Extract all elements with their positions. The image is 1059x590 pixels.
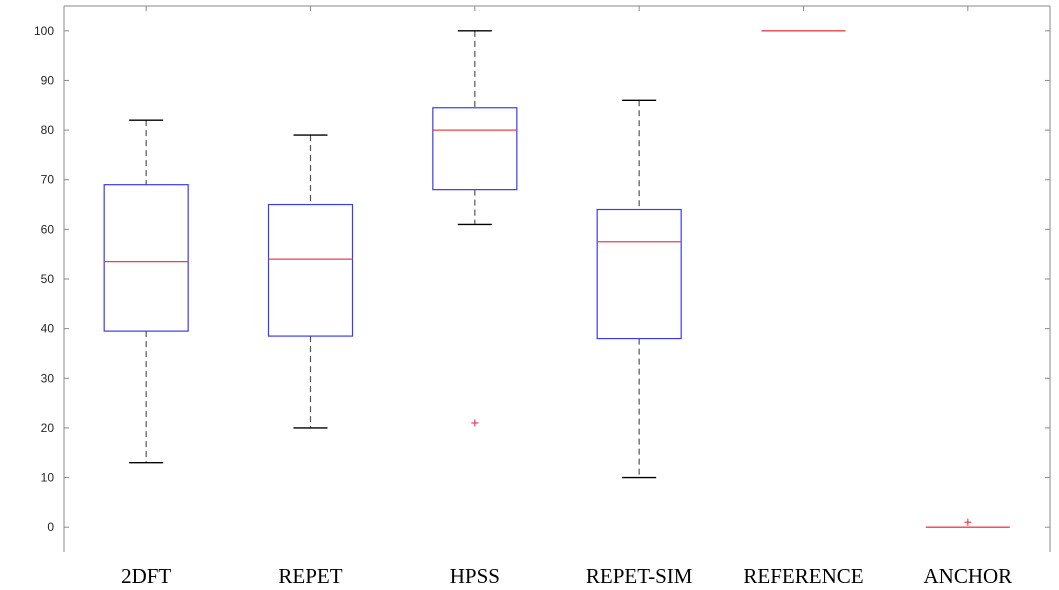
y-tick-label: 30 bbox=[41, 371, 55, 385]
y-tick-label: 10 bbox=[41, 471, 55, 485]
box-group bbox=[267, 134, 354, 429]
box-iqr bbox=[103, 184, 189, 332]
box-group bbox=[103, 119, 189, 464]
y-tick-label: 70 bbox=[41, 173, 55, 187]
y-tick-label: 50 bbox=[41, 272, 55, 286]
box-iqr bbox=[432, 107, 518, 191]
plot-frame bbox=[63, 5, 1051, 552]
y-tick-label: 60 bbox=[41, 222, 55, 236]
box-group bbox=[925, 518, 1010, 528]
box-group bbox=[596, 99, 682, 479]
box-group bbox=[432, 30, 518, 427]
y-axis: 0 10 20 30 40 50 60 70 80 90 100 bbox=[34, 24, 1050, 534]
x-tick-label: 2DFT bbox=[121, 564, 171, 588]
y-tick-label: 0 bbox=[47, 520, 54, 534]
y-tick-label: 40 bbox=[41, 322, 55, 336]
box-iqr bbox=[596, 208, 682, 340]
x-tick-label: ANCHOR bbox=[923, 564, 1012, 588]
x-axis-labels: 2DFT REPET HPSS REPET-SIM REFERENCE ANCHOR bbox=[121, 564, 1012, 588]
x-tick-label: REPET bbox=[278, 564, 342, 588]
boxes-layer bbox=[103, 30, 1010, 528]
y-tick-label: 90 bbox=[41, 73, 55, 87]
x-tick-label: REFERENCE bbox=[743, 564, 863, 588]
box-iqr bbox=[267, 203, 354, 337]
y-tick-label: 20 bbox=[41, 421, 55, 435]
x-tick-label: REPET-SIM bbox=[586, 564, 693, 588]
x-tick-label: HPSS bbox=[450, 564, 500, 588]
y-tick-label: 100 bbox=[34, 24, 54, 38]
y-tick-label: 80 bbox=[41, 123, 55, 137]
